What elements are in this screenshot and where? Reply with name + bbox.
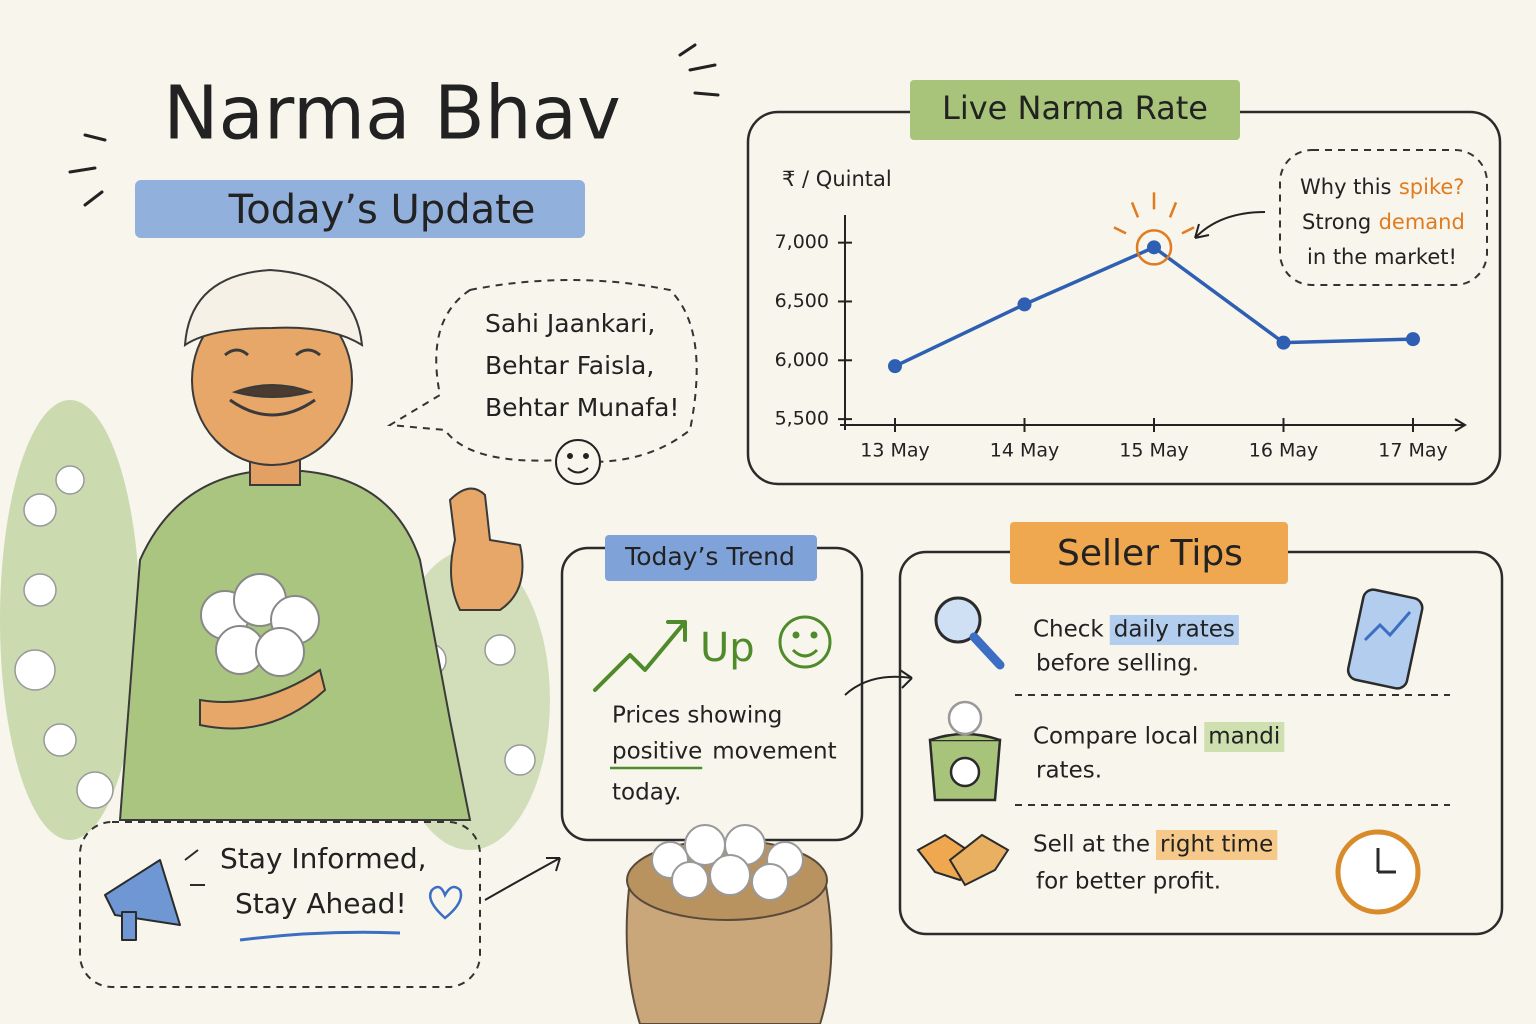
heart-icon <box>428 885 463 920</box>
cotton-sack <box>625 824 833 1024</box>
data-point <box>1276 335 1291 350</box>
slogan-line: Stay Ahead! <box>235 887 407 920</box>
trend-text: Prices showing positive movement today. <box>610 703 837 806</box>
speech-line: Behtar Munafa! <box>485 393 679 422</box>
trend-line: movement <box>712 739 836 765</box>
annotation-line: in the market! <box>1307 245 1457 269</box>
speech-lines: Sahi Jaankari, Behtar Faisla, Behtar Munaf… <box>485 309 679 422</box>
tip-highlight <box>1109 615 1239 645</box>
scale-icon <box>928 700 1002 802</box>
speech-bubble <box>386 279 698 463</box>
y-tick-label: 6,500 <box>775 290 829 312</box>
annotation-arrow <box>1194 211 1266 239</box>
tip-text: Compare local <box>1033 724 1198 750</box>
spike-ring <box>1135 229 1173 266</box>
spike-ray <box>1181 226 1195 235</box>
x-tick-label: 15 May <box>1119 440 1189 462</box>
y-tick-label: 6,000 <box>775 349 829 371</box>
subtitle-highlight <box>135 180 585 238</box>
x-tick-label: 17 May <box>1378 440 1448 462</box>
spike-ray <box>1130 201 1140 218</box>
chart-title-highlight <box>910 80 1240 140</box>
speech-line: Sahi Jaankari, <box>485 309 655 338</box>
clock-icon <box>1335 829 1421 915</box>
trend-direction: Up <box>700 625 755 671</box>
trend-underlined: positive <box>612 739 702 765</box>
x-tick-label: 16 May <box>1249 440 1319 462</box>
tips-title: Seller Tips <box>1057 533 1243 574</box>
tips-title-highlight <box>1010 522 1288 584</box>
data-point <box>1406 332 1420 347</box>
x-tick-label: 14 May <box>990 440 1060 462</box>
tip-highlight <box>1204 722 1285 752</box>
slogan-bubble <box>79 821 481 988</box>
tip-text: rates. <box>1036 758 1102 784</box>
slogan-underline <box>239 930 401 942</box>
chart-title: Live Narma Rate <box>942 89 1208 127</box>
data-point <box>888 359 902 374</box>
handshake-icon <box>916 833 1010 887</box>
megaphone <box>104 849 205 941</box>
tip-highlight-text: right time <box>1160 832 1273 858</box>
spike-ray <box>1168 201 1178 218</box>
annotation-line-highlight: demand <box>1379 210 1465 234</box>
farmer-illustration <box>118 268 524 821</box>
phone-icon <box>1346 588 1424 690</box>
trend-line: today. <box>612 780 681 806</box>
slogan-line: Stay Informed, <box>220 842 427 875</box>
tip-text: Check <box>1033 617 1104 643</box>
y-tick-label: 5,500 <box>775 408 829 430</box>
annotation-bubble <box>1279 149 1488 286</box>
tip-text: for better profit. <box>1036 869 1221 895</box>
tip-text: Sell at the <box>1033 832 1150 858</box>
connector-arrow <box>844 669 913 696</box>
line-chart: 5,500 6,000 6,500 7,000 13 May 14 May 15 May 16… <box>775 175 1467 462</box>
tip-highlight <box>1156 830 1278 860</box>
trend-arrow <box>593 620 687 692</box>
tips-list: Check daily rates before selling. Compare l… <box>1033 615 1285 895</box>
y-tick-label: 7,000 <box>775 231 829 253</box>
trend-line: Prices showing <box>612 703 782 729</box>
annotation-line: Why this <box>1300 175 1392 199</box>
tip-highlight-text: mandi <box>1208 724 1280 750</box>
trend-title: Today’s Trend <box>624 542 795 571</box>
subtitle: Today’s Update <box>228 187 536 233</box>
speech-line: Behtar Faisla, <box>485 351 654 380</box>
trend-title-highlight <box>605 535 817 581</box>
tip-highlight-text: daily rates <box>1114 617 1235 643</box>
title: Narma Bhav <box>163 71 621 157</box>
x-tick-label: 13 May <box>860 440 930 462</box>
slogan-arrow <box>484 857 561 901</box>
annotation-line: Strong <box>1302 210 1371 234</box>
data-point <box>1147 240 1161 255</box>
smiley <box>555 439 601 485</box>
tip-text: before selling. <box>1036 651 1199 677</box>
magnifier-icon <box>934 596 1005 670</box>
trend-smiley <box>778 615 832 669</box>
data-point <box>1017 297 1032 312</box>
x-axis-arrow <box>1454 418 1467 432</box>
title-sparks <box>68 43 720 207</box>
annotation-line-highlight: spike? <box>1399 175 1465 199</box>
y-axis-label: ₹ / Quintal <box>782 167 892 191</box>
spike-ray <box>1113 226 1127 235</box>
